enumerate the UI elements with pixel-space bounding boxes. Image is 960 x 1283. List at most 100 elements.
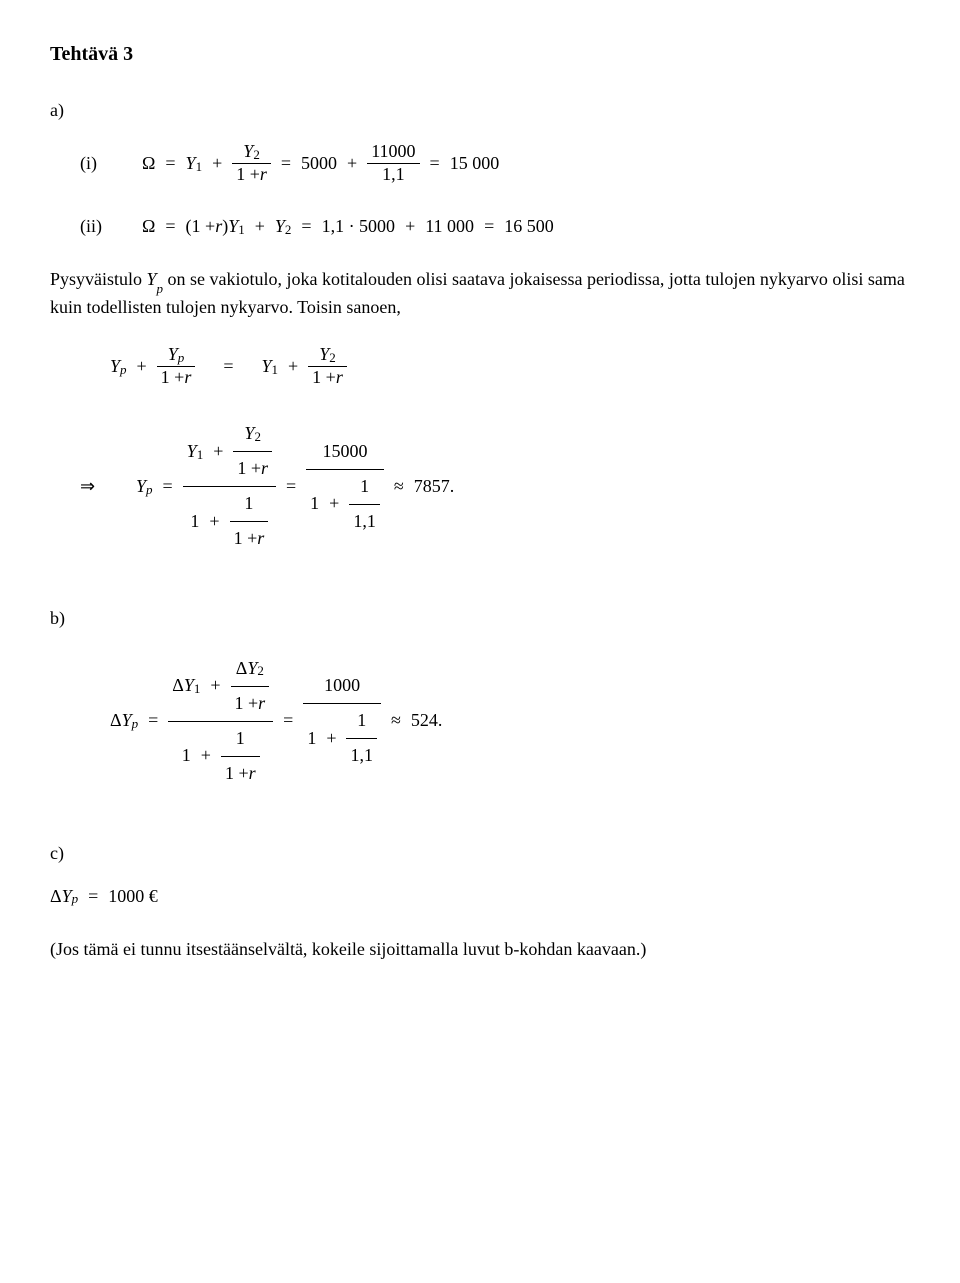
big-fraction-right: 15000 1 + 1 1,1 — [306, 435, 384, 539]
y2-sym: Y — [244, 424, 254, 444]
plus: + — [201, 746, 211, 766]
approx: ≈ — [391, 708, 401, 733]
equation-a-ii: (ii) Ω = (1 + r)Y1 + Y2 = 1,1 · 5000 + 1… — [80, 214, 910, 239]
num-sub: p — [178, 351, 185, 365]
label-ii: (ii) — [80, 214, 116, 239]
plus: + — [212, 151, 222, 176]
term-11x5000: 1,1 · 5000 — [322, 214, 396, 239]
num-5000: 5000 — [301, 151, 337, 176]
num-sym: Y — [319, 345, 329, 365]
eq-a-ii-body: Ω = (1 + r)Y1 + Y2 = 1,1 · 5000 + 11 000… — [142, 214, 554, 239]
yp: Yp — [136, 474, 153, 499]
equals: = — [430, 151, 440, 176]
yp-sym: Y — [136, 474, 146, 499]
num-15000: 15000 — [319, 435, 372, 469]
term-y2: Y2 — [275, 214, 292, 239]
plus: + — [288, 354, 298, 379]
dy2-sub: 2 — [257, 664, 264, 678]
den-11: 1,1 — [346, 739, 377, 773]
frac-num-sym: Y — [243, 142, 253, 162]
note-c: (Jos tämä ei tunnu itsestäänselvältä, ko… — [50, 937, 910, 962]
frac-den: 1,1 — [378, 164, 409, 186]
label-i: (i) — [80, 151, 116, 176]
part-c-label: c) — [50, 841, 910, 866]
dy1-sub: 1 — [194, 682, 201, 696]
equals: = — [283, 708, 293, 733]
equals: = — [281, 151, 291, 176]
one: 1 — [190, 512, 199, 532]
one: 1 — [310, 494, 319, 514]
equation-a-eq1: Yp + Yp 1 + r = Y1 + Y2 1 + r — [110, 344, 910, 389]
num-sym: Y — [168, 345, 178, 365]
yp-sub: p — [146, 481, 153, 499]
dyp-sub: p — [132, 715, 139, 733]
term-1r: (1 + r)Y1 — [186, 214, 245, 239]
result-7857: 7857. — [414, 474, 455, 499]
plus: + — [213, 442, 223, 462]
equation-c: ΔYp = 1000 € — [50, 884, 910, 909]
implies: ⇒ — [80, 474, 110, 499]
yp: Yp — [110, 354, 127, 379]
plus: + — [209, 512, 219, 532]
yp-sub: p — [120, 361, 127, 379]
equation-a-eq2: ⇒ Yp = Y1 + Y2 1 + r — [80, 417, 910, 556]
plus: + — [210, 676, 220, 696]
num-sub: 2 — [329, 351, 336, 365]
result-16500: 16 500 — [504, 214, 554, 239]
dyp-sub: p — [72, 890, 79, 908]
approx: ≈ — [394, 474, 404, 499]
frac-y2-over-1r: Y2 1 + r — [308, 344, 347, 389]
result-524: 524. — [411, 708, 443, 733]
plus: + — [137, 354, 147, 379]
dyp: ΔYp — [50, 884, 78, 909]
equals: = — [484, 214, 494, 239]
equals: = — [148, 708, 158, 733]
y1-sub: 1 — [197, 448, 204, 462]
part-a-label: a) — [50, 98, 910, 123]
den-11: 1,1 — [349, 505, 380, 539]
dyp: ΔΔYYp — [110, 708, 138, 733]
y1-sym: Y — [262, 354, 272, 379]
one: 1 — [240, 487, 257, 521]
equation-b: ΔΔYYp = ΔY1 + ΔY2 1 + r — [110, 652, 910, 791]
equals: = — [223, 354, 233, 379]
plus: + — [347, 151, 357, 176]
one: 1 — [353, 704, 370, 738]
equals: = — [163, 474, 173, 499]
plus: + — [326, 729, 336, 749]
y1-sym: Y — [228, 216, 238, 236]
y2-sym: Y — [275, 214, 285, 239]
frac-11000-over-11: 11000 1,1 — [367, 141, 419, 186]
equation-a-i: (i) Ω = Y1 + Y2 1 + r = 5000 + 11000 1,1… — [80, 141, 910, 186]
para-pysyvaistulo: Pysyväistulo Yp on se vakiotulo, joka ko… — [50, 267, 910, 320]
equals: = — [88, 884, 98, 909]
eq-a-i-body: Ω = Y1 + Y2 1 + r = 5000 + 11000 1,1 = 1… — [142, 141, 499, 186]
one: 1 — [182, 746, 191, 766]
value-1000eur: 1000 € — [108, 884, 158, 909]
frac-den: 1 + r — [232, 164, 271, 186]
part-b-label: b) — [50, 606, 910, 631]
one: 1 — [232, 722, 249, 756]
equals: = — [301, 214, 311, 239]
y2-sub: 2 — [285, 221, 292, 239]
equals: = — [286, 474, 296, 499]
y1-sub: 1 — [272, 361, 279, 379]
frac-num: 11000 — [367, 141, 419, 163]
frac-num-sub: 2 — [253, 148, 260, 162]
y1-sym: Y — [187, 442, 197, 462]
y1-sub: 1 — [238, 221, 245, 239]
big-fraction-right: 1000 1 + 1 1,1 — [303, 669, 381, 773]
one: 1 — [307, 729, 316, 749]
plus: + — [405, 214, 415, 239]
y2-sub: 2 — [254, 430, 261, 444]
y1-sub: 1 — [196, 158, 203, 176]
equals: = — [165, 214, 175, 239]
term-y1: Y1 — [186, 151, 203, 176]
omega: Ω — [142, 151, 155, 176]
equals: = — [165, 151, 175, 176]
term-11000: 11 000 — [425, 214, 474, 239]
one: 1 — [356, 470, 373, 504]
plus: + — [255, 214, 265, 239]
frac-yp-over-1r: Yp 1 + r — [157, 344, 196, 389]
omega: Ω — [142, 214, 155, 239]
